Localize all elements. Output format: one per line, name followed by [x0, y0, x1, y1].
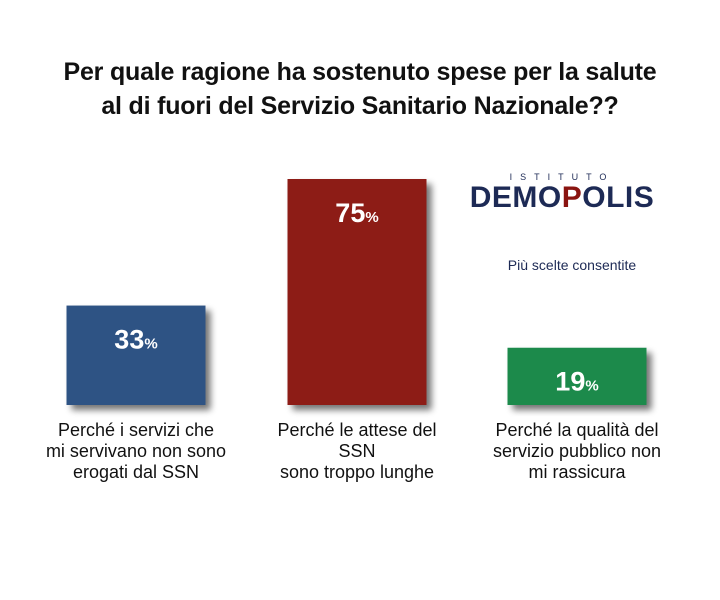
value-number: 19: [555, 367, 585, 397]
category-label-1: Perché i servizi che mi servivano non son…: [31, 420, 241, 483]
logo-letter: S: [633, 181, 655, 214]
value-unit: %: [585, 378, 598, 395]
bar-3: [507, 347, 647, 405]
value-label-3: 19%: [555, 367, 598, 397]
bar-2: [287, 179, 427, 405]
category-label-2: Perché le attese del SSN sono troppo lungh…: [252, 420, 462, 483]
logo-letter: O: [582, 181, 607, 214]
value-label-2: 75%: [335, 198, 378, 228]
logo-letter: I: [624, 181, 634, 214]
value-label-1: 33%: [114, 325, 157, 355]
logo-letter: D: [469, 181, 492, 214]
category-label-line: sono troppo lunghe: [279, 462, 435, 482]
multiple-choice-note: Più scelte consentite: [507, 257, 637, 273]
category-label-line: erogati dal SSN: [72, 462, 200, 482]
category-label-line: Perché i servizi che: [57, 420, 215, 440]
chart-title-line-1: Per quale ragione ha sostenuto spese per…: [63, 58, 657, 86]
bar-1: [66, 305, 206, 405]
category-label-3: Perché la qualità del servizio pubblico n…: [472, 420, 682, 483]
logo-letter: O: [537, 181, 562, 214]
logo-letter: P: [561, 181, 583, 214]
category-label-line: servizio pubblico non: [492, 441, 662, 461]
logo-letter: E: [491, 181, 513, 214]
value-unit: %: [144, 336, 157, 353]
category-label-line: SSN: [338, 441, 376, 461]
category-label-line: Perché la qualità del: [495, 420, 659, 440]
category-label-line: Perché le attese del: [277, 420, 437, 440]
logo-letter: M: [512, 181, 538, 214]
category-label-line: mi rassicura: [528, 462, 626, 482]
value-number: 33: [114, 325, 144, 355]
logo-letter: L: [606, 181, 625, 214]
category-label-line: mi servivano non sono: [45, 441, 227, 461]
value-number: 75: [335, 198, 365, 228]
chart-title-line-2: al di fuori del Servizio Sanitario Nazio…: [101, 92, 619, 120]
logo-top-text: ISTITUTO: [509, 172, 615, 182]
logo-main-text: DEMOPOLIS: [462, 181, 662, 215]
value-unit: %: [365, 209, 378, 226]
